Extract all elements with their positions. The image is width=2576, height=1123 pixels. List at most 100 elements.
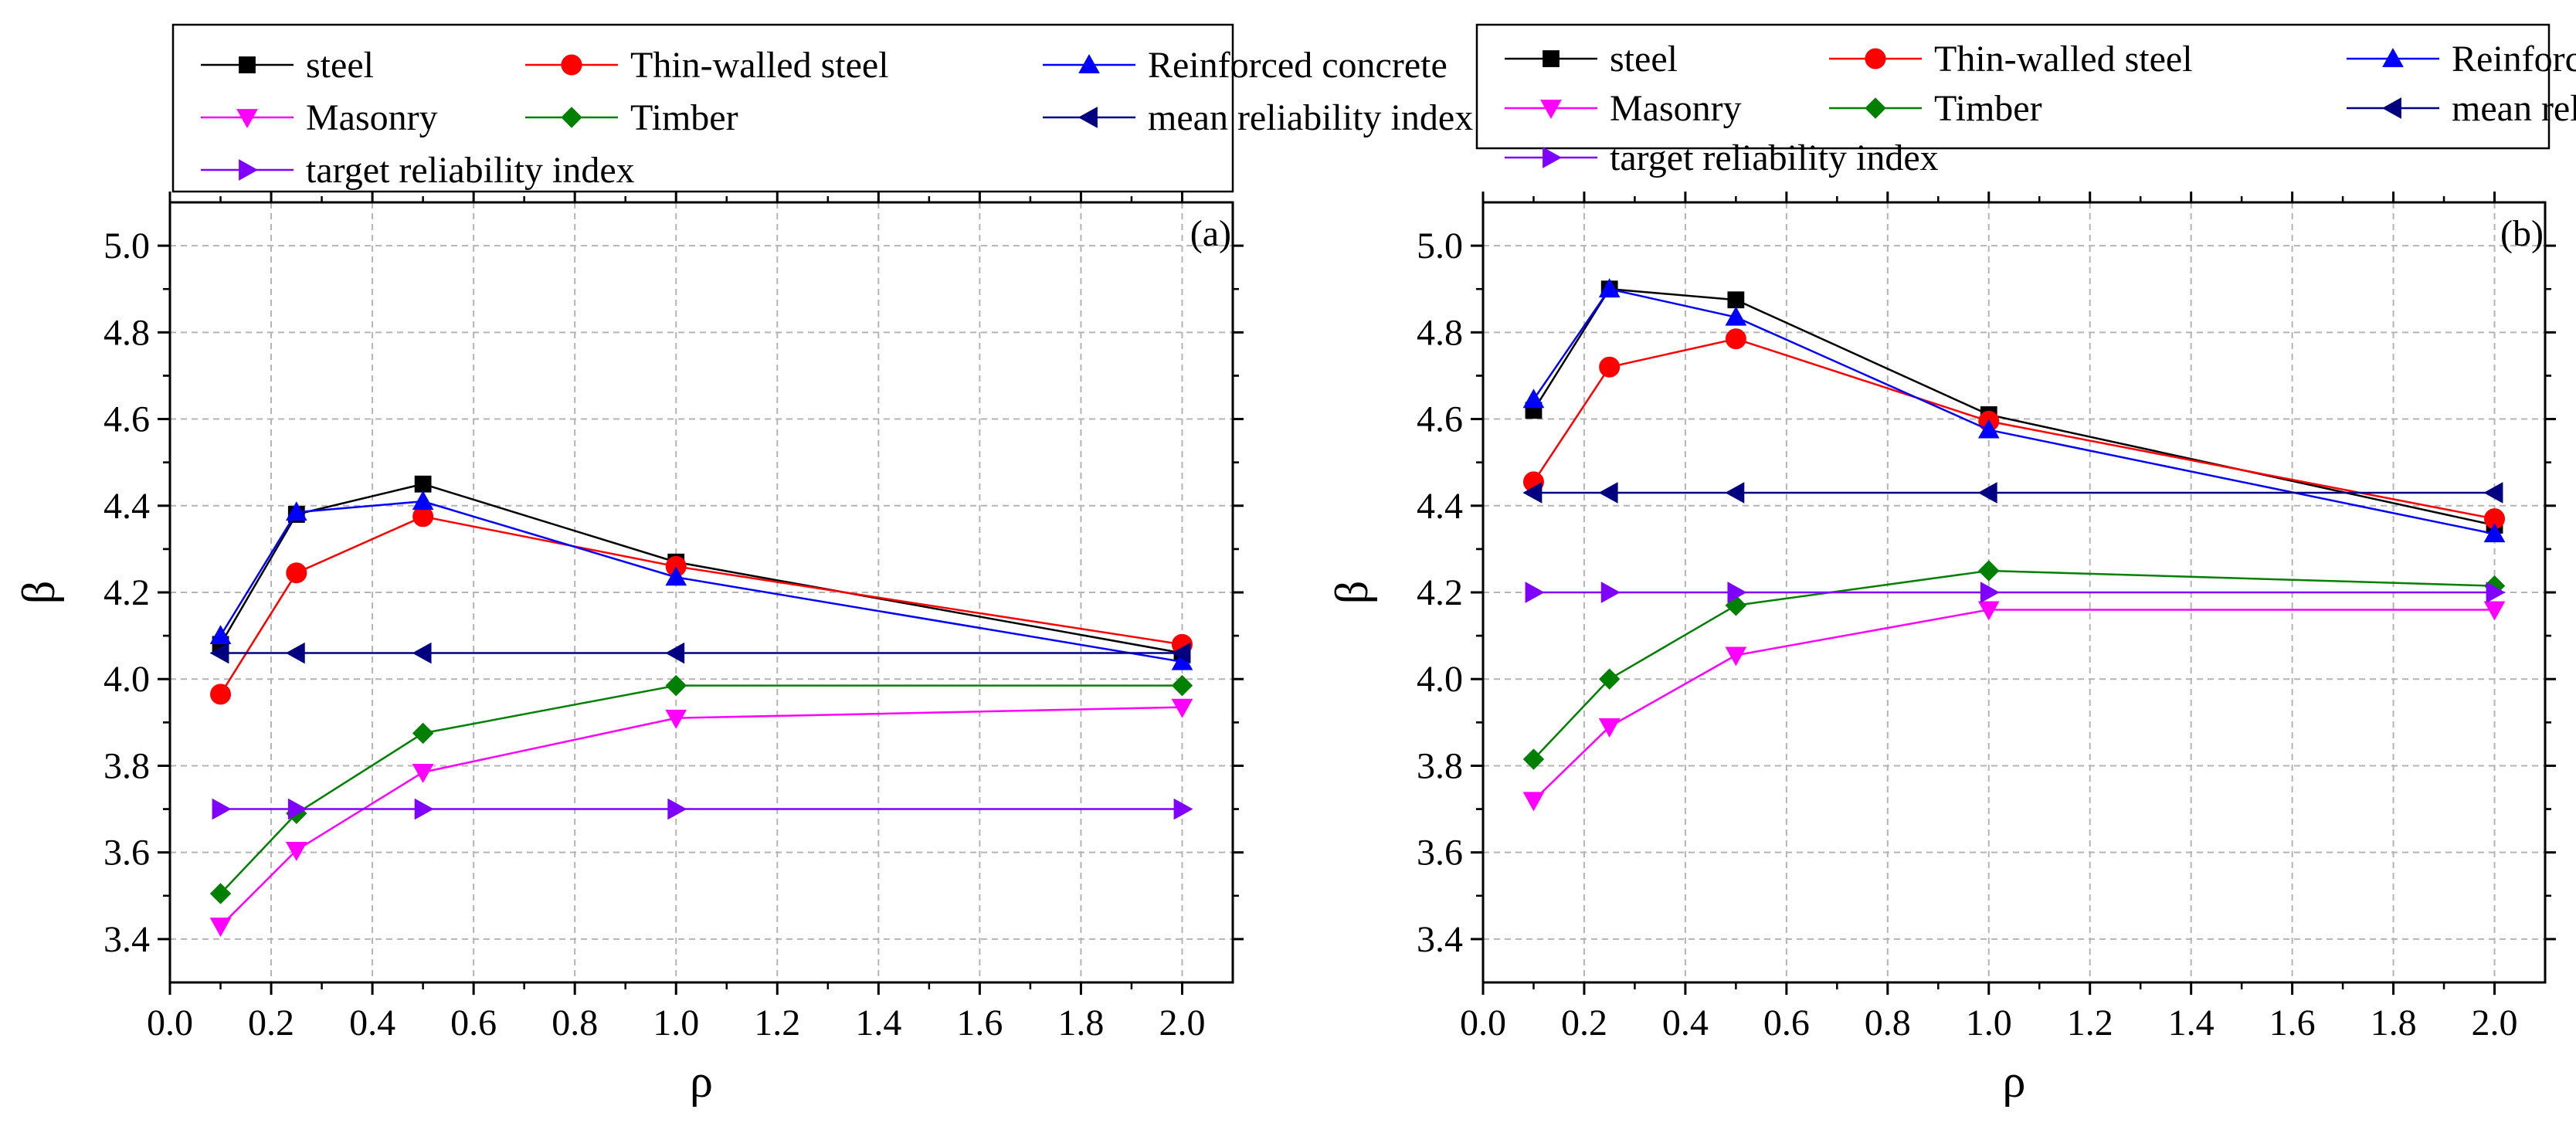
- legend-label: steel: [1610, 39, 1678, 80]
- legend-item-reinforced-concrete: Reinforced concrete: [2347, 39, 2576, 80]
- legend-box: [171, 23, 1234, 193]
- data-point-mean-reliability-index: [1598, 482, 1618, 504]
- data-point-reinforced-concrete: [285, 501, 307, 521]
- data-point-mean-reliability-index: [285, 642, 305, 664]
- data-point-timber: [1522, 748, 1545, 770]
- data-point-target-reliability-index: [287, 798, 307, 820]
- legend-item-steel: steel: [1505, 39, 1678, 80]
- y-tick-label: 3.4: [1417, 919, 1463, 960]
- legend-marker: [239, 159, 259, 181]
- data-point-masonry: [665, 709, 687, 729]
- x-axis-title: ρ: [690, 1056, 713, 1107]
- series-thin-walled-steel: [1522, 328, 2506, 530]
- y-tick-label: 4.6: [104, 399, 150, 440]
- series-line-thin-walled-steel: [1532, 338, 2495, 520]
- legend-label: Reinforced concrete: [1148, 45, 1448, 86]
- data-point-mean-reliability-index: [665, 642, 685, 664]
- data-point-mean-reliability-index: [412, 642, 432, 664]
- data-point-reinforced-concrete: [2483, 523, 2506, 543]
- series-reinforced-concrete: [1522, 278, 2506, 543]
- y-tick-label: 4.0: [104, 659, 150, 700]
- x-tick-label: 1.2: [754, 1003, 800, 1043]
- legend-marker: [1543, 147, 1563, 168]
- x-tick-label: 0.8: [552, 1003, 598, 1043]
- data-point-timber: [1171, 674, 1193, 697]
- y-axis: 3.4 3.6 3.8 4.0 4.2 4.4 4.6 4.8 5.0: [104, 226, 1244, 960]
- x-tick-label: 0.4: [1662, 1003, 1709, 1043]
- series-line-reinforced-concrete: [1532, 287, 2495, 535]
- legend-label: Timber: [1934, 88, 2042, 129]
- data-point-timber: [1978, 560, 2000, 582]
- x-tick-label: 1.8: [1057, 1003, 1104, 1043]
- data-point-masonry: [1598, 718, 1621, 738]
- legend-item-thin-walled-steel: Thin-walled steel: [1829, 39, 2193, 80]
- x-tick-label: 2.0: [1159, 1003, 1205, 1043]
- data-point-steel: [1727, 291, 1745, 309]
- series-mean-reliability-index: [209, 642, 1191, 664]
- legend-marker: [239, 56, 256, 73]
- data-point-target-reliability-index: [667, 798, 687, 820]
- series-target-reliability-index: [212, 798, 1193, 820]
- legend-label: target reliability index: [306, 150, 635, 191]
- data-point-target-reliability-index: [1980, 582, 2000, 603]
- x-tick-label: 0.2: [248, 1003, 294, 1043]
- x-tick-label: 1.4: [855, 1003, 901, 1043]
- panel-label: (a): [1190, 213, 1231, 254]
- data-point-mean-reliability-index: [1725, 482, 1745, 504]
- data-point-thin-walled-steel: [1599, 356, 1621, 378]
- y-tick-label: 5.0: [1417, 226, 1463, 266]
- data-point-mean-reliability-index: [209, 642, 229, 664]
- series-target-reliability-index: [1525, 582, 2506, 603]
- data-point-reinforced-concrete: [1977, 419, 2000, 439]
- data-point-mean-reliability-index: [1171, 642, 1191, 664]
- x-tick-label: 2.0: [2472, 1003, 2518, 1043]
- y-axis-title: β: [13, 581, 64, 605]
- series-line-timber: [1532, 569, 2495, 760]
- data-point-target-reliability-index: [212, 798, 232, 820]
- data-point-masonry: [1725, 646, 1747, 667]
- data-point-timber: [665, 674, 687, 697]
- data-point-reinforced-concrete: [209, 625, 232, 645]
- x-tick-label: 0.6: [450, 1003, 497, 1043]
- legend-item-mean-reliability-index: mean reliability index: [1043, 97, 1473, 138]
- series-mean-reliability-index: [1522, 482, 2503, 504]
- panel-label: (b): [2500, 213, 2544, 254]
- data-point-steel: [414, 475, 432, 493]
- series-reinforced-concrete: [209, 490, 1193, 670]
- y-tick-label: 3.8: [104, 745, 150, 786]
- x-tick-label: 0.2: [1561, 1003, 1607, 1043]
- chart-panel-a: 0.0 0.2 0.4 0.6 0.8 1.0 1.2 1.4 1.6 1.8 2.03.43.63…: [13, 23, 1473, 1107]
- legend-label: target reliability index: [1610, 137, 1939, 178]
- y-tick-label: 4.2: [1417, 572, 1463, 613]
- x-tick-label: 1.0: [1966, 1003, 2012, 1043]
- x-tick-label: 1.8: [2371, 1003, 2417, 1043]
- x-axis: 0.0 0.2 0.4 0.6 0.8 1.0 1.2 1.4 1.6 1.8 2.0: [147, 192, 1205, 1043]
- legend-label: mean reliability index: [2452, 88, 2576, 129]
- legend-item-timber: Timber: [1829, 88, 2042, 129]
- y-tick-label: 4.2: [104, 572, 150, 613]
- legend-label: Masonry: [306, 97, 438, 138]
- y-tick-label: 4.8: [104, 312, 150, 353]
- legend-marker: [1540, 100, 1562, 120]
- data-point-target-reliability-index: [1727, 582, 1747, 603]
- y-tick-label: 4.4: [104, 486, 150, 527]
- data-point-target-reliability-index: [1600, 582, 1621, 603]
- legend: steel Thin-walled steel Reinforced concret…: [1475, 23, 2576, 178]
- y-tick-label: 4.4: [1417, 486, 1463, 527]
- legend-marker: [1865, 97, 1886, 119]
- legend-item-reinforced-concrete: Reinforced concrete: [1043, 45, 1448, 86]
- data-point-target-reliability-index: [2486, 582, 2506, 603]
- y-axis: 3.4 3.6 3.8 4.0 4.2 4.4 4.6 4.8 5.0: [1417, 226, 2556, 960]
- series-timber: [209, 674, 1193, 904]
- y-tick-label: 3.8: [1417, 745, 1463, 786]
- x-tick-label: 1.2: [2067, 1003, 2113, 1043]
- series-steel: [212, 475, 1191, 662]
- legend-label: Thin-walled steel: [1934, 39, 2193, 80]
- x-axis-title: ρ: [2003, 1056, 2026, 1107]
- data-point-target-reliability-index: [1525, 582, 1545, 603]
- data-point-reinforced-concrete: [1522, 388, 1545, 409]
- data-point-reinforced-concrete: [1598, 278, 1621, 298]
- legend-label: Masonry: [1610, 88, 1742, 129]
- x-tick-label: 1.4: [2168, 1003, 2215, 1043]
